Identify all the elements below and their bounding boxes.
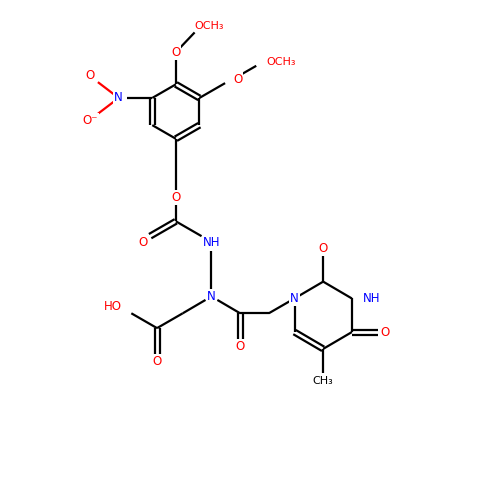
Text: O: O [236, 340, 244, 353]
Text: OCH₃: OCH₃ [266, 58, 296, 68]
Text: N: N [207, 290, 216, 303]
Text: NH: NH [362, 292, 380, 305]
Text: NH: NH [202, 236, 220, 248]
Text: N: N [290, 292, 299, 305]
Text: CH₃: CH₃ [313, 376, 334, 386]
Text: O: O [381, 326, 390, 338]
Text: O⁻: O⁻ [82, 114, 98, 126]
Text: O: O [171, 190, 180, 203]
Text: HO: HO [104, 300, 122, 313]
Text: O: O [318, 242, 328, 255]
Text: O: O [138, 236, 148, 248]
Text: N: N [114, 92, 123, 104]
Text: O: O [233, 72, 242, 86]
Text: O: O [171, 46, 180, 59]
Text: OCH₃: OCH₃ [194, 21, 224, 31]
Text: O: O [86, 69, 95, 82]
Text: O: O [152, 355, 162, 368]
